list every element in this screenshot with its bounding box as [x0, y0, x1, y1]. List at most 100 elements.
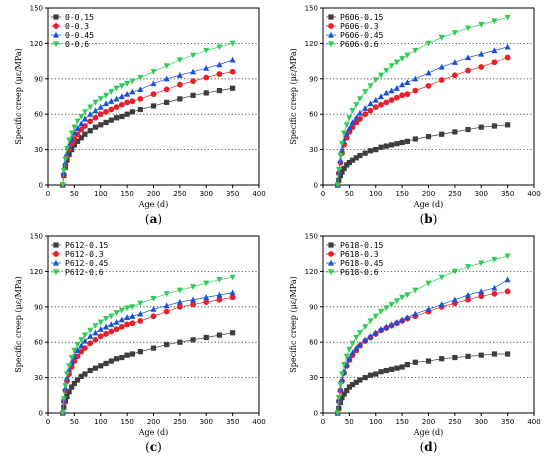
y-tick-label: 60 [34, 111, 43, 119]
data-point [356, 109, 363, 116]
data-point [108, 117, 114, 123]
data-point [465, 126, 471, 133]
legend-marker [328, 14, 334, 20]
data-point [150, 313, 157, 320]
x-tick-label: 0 [46, 190, 50, 198]
panel-label-close: ) [157, 212, 162, 226]
data-point [124, 80, 131, 87]
panel-label: (c) [145, 440, 162, 454]
data-point [71, 129, 78, 136]
data-point [87, 111, 94, 117]
x-tick-label: 250 [173, 418, 186, 426]
data-point [334, 410, 341, 417]
x-tick-label: 50 [345, 418, 354, 426]
data-point [216, 61, 223, 68]
data-point [346, 125, 353, 131]
data-point [71, 380, 77, 387]
data-point [353, 102, 360, 108]
legend-marker [53, 259, 59, 266]
data-point [439, 356, 445, 362]
data-point [412, 287, 419, 294]
data-point [341, 130, 348, 137]
data-point [113, 95, 120, 102]
chart-d-svg: 0 50 100 150 200 250 300 350 400 0 30 60 90 120 150 Age… [289, 233, 541, 455]
legend-marker [53, 269, 59, 276]
data-point [383, 67, 390, 74]
data-point [334, 182, 341, 189]
data-point [338, 146, 345, 153]
data-point [124, 352, 130, 358]
data-point [404, 138, 410, 144]
data-point [64, 393, 70, 400]
chart-panel-b: 0 50 100 150 200 250 300 350 400 0 30 60 90 120 150 Age… [275, 0, 550, 228]
series-3 [334, 253, 511, 417]
data-point [412, 310, 419, 317]
x-tick-label: 400 [252, 190, 265, 198]
data-point [383, 99, 390, 106]
data-point [383, 89, 390, 96]
data-point [150, 91, 157, 98]
data-point [343, 122, 350, 129]
data-point [113, 356, 120, 362]
data-point [399, 56, 406, 62]
y-axis-title: Specific creep (με/MPa) [14, 276, 23, 372]
data-point [68, 130, 75, 137]
data-point [349, 108, 356, 114]
data-point [451, 268, 458, 275]
x-tick-label: 350 [226, 418, 239, 426]
chart-b-svg: 0 50 100 150 200 250 300 350 400 0 30 60 90 120 150 Age… [289, 5, 541, 227]
data-point [78, 113, 85, 120]
data-point [229, 56, 236, 63]
data-point [388, 366, 395, 372]
data-point [203, 74, 210, 81]
x-tick-label: 100 [369, 190, 382, 198]
y-axis-title: Specific creep (με/MPa) [289, 276, 298, 372]
data-point [393, 85, 400, 91]
y-tick-label: 90 [309, 303, 318, 311]
data-point [203, 294, 210, 300]
data-point [504, 288, 511, 295]
data-point [412, 75, 419, 82]
data-point [97, 333, 104, 340]
data-point [190, 301, 196, 308]
x-tick-label: 0 [321, 418, 325, 426]
data-point [438, 301, 445, 308]
data-point [438, 63, 445, 70]
data-point [362, 336, 369, 343]
legend-label: 0-0.3 [65, 22, 89, 31]
data-point [63, 149, 70, 156]
x-tick-label: 100 [94, 418, 107, 426]
data-point [353, 379, 359, 385]
data-point [129, 88, 136, 95]
data-point [394, 141, 400, 147]
data-point [362, 150, 368, 156]
data-point [504, 14, 511, 21]
data-point [124, 321, 131, 328]
data-point [362, 89, 369, 95]
data-point [229, 289, 236, 296]
data-point [87, 333, 94, 339]
data-point [378, 369, 384, 375]
data-point [113, 104, 120, 111]
data-point [451, 296, 458, 303]
x-tick-label: 100 [369, 418, 382, 426]
data-point [87, 327, 94, 334]
data-point [356, 341, 363, 348]
data-point [336, 405, 342, 411]
y-tick-label: 60 [309, 339, 318, 347]
data-point [438, 34, 445, 41]
data-point [60, 396, 67, 403]
data-point [176, 81, 183, 88]
data-point [92, 124, 99, 130]
data-point [103, 92, 110, 99]
y-tick-label: 90 [34, 303, 43, 311]
data-point [383, 143, 389, 149]
y-tick-label: 90 [309, 75, 318, 83]
data-point [478, 352, 484, 358]
data-point [230, 85, 236, 91]
data-point [504, 54, 511, 61]
data-point [190, 78, 196, 85]
data-point [78, 342, 85, 349]
data-point [137, 86, 144, 93]
